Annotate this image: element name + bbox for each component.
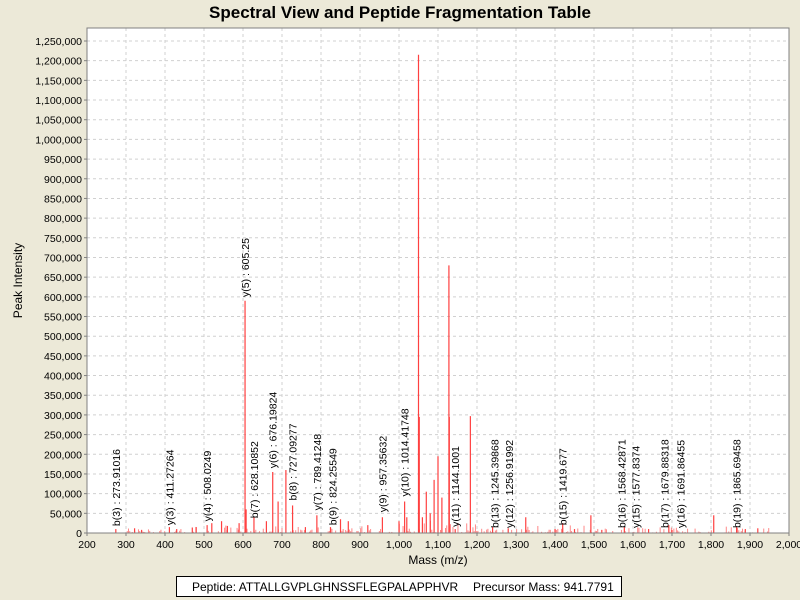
fragment-label: b(13) : 1245.39868 <box>490 439 502 528</box>
y-tick-label: 50,000 <box>50 508 82 520</box>
y-tick-label: 600,000 <box>44 292 82 304</box>
spectrum-chart: 0 50,000 100,000 150,000 200,000 250,000 300,0… <box>11 27 800 567</box>
y-tick-label: 650,000 <box>44 272 82 284</box>
y-tick-label: 350,000 <box>44 390 82 402</box>
fragment-label: y(11) : 1144.1001 <box>450 446 462 527</box>
fragment-label: y(6) : 676.19824 <box>268 392 280 469</box>
x-tick-label: 300 <box>117 539 135 551</box>
y-tick-label: 450,000 <box>44 351 82 363</box>
fragment-label: y(10) : 1014.41748 <box>400 408 412 496</box>
x-tick-label: 200 <box>78 539 96 551</box>
fragment-label: b(7) : 628.10852 <box>249 441 261 518</box>
fragment-label: y(4) : 508.0249 <box>202 451 214 522</box>
y-tick-label: 800,000 <box>44 213 82 225</box>
y-tick-label: 0 <box>76 528 82 540</box>
x-tick-label: 500 <box>195 539 213 551</box>
fragment-label: y(3) : 411.27264 <box>164 449 176 525</box>
x-tick-label: 1,900 <box>737 539 763 551</box>
y-tick-label: 1,150,000 <box>35 75 82 87</box>
peptide-info-box: Peptide: ATTALLGVPLGHNSSFLEGPALAPPHVR Pr… <box>176 576 622 597</box>
y-tick-label: 750,000 <box>44 233 82 245</box>
y-tick-label: 150,000 <box>44 469 82 481</box>
x-tick-label: 1,100 <box>425 539 451 551</box>
x-tick-label: 900 <box>351 539 369 551</box>
y-tick-label: 1,200,000 <box>35 56 82 68</box>
x-tick-label: 600 <box>234 539 252 551</box>
fragment-label: y(9) : 957.35632 <box>377 436 389 513</box>
y-tick-label: 550,000 <box>44 312 82 324</box>
y-tick-label: 1,050,000 <box>35 115 82 127</box>
y-tick-label: 850,000 <box>44 193 82 205</box>
peptide-label: Peptide: ATTALLGVPLGHNSSFLEGPALAPPHVR <box>192 580 459 594</box>
y-tick-label: 1,100,000 <box>35 95 82 107</box>
x-tick-label: 800 <box>312 539 330 551</box>
y-tick-label: 700,000 <box>44 252 82 264</box>
y-tick-label: 500,000 <box>44 331 82 343</box>
fragment-label: b(16) : 1568.42871 <box>616 439 628 528</box>
fragment-label: y(12) : 1256.91992 <box>504 440 516 528</box>
fragment-label: b(3) : 273.91016 <box>111 449 123 526</box>
y-tick-label: 950,000 <box>44 154 82 166</box>
y-axis-label: Peak Intensity <box>11 243 25 318</box>
chart-title: Spectral View and Peptide Fragmentation … <box>209 3 591 22</box>
y-tick-label: 300,000 <box>44 410 82 422</box>
x-tick-label: 1,800 <box>698 539 724 551</box>
x-tick-label: 1,000 <box>386 539 412 551</box>
x-tick-label: 1,600 <box>620 539 646 551</box>
x-tick-label: 1,200 <box>464 539 490 551</box>
fragment-label: b(15) : 1419.677 <box>558 448 570 525</box>
fragment-label: y(16) : 1691.86455 <box>676 440 688 528</box>
fragment-label: b(19) : 1865.69458 <box>732 439 744 528</box>
x-tick-label: 1,300 <box>503 539 529 551</box>
x-tick-label: 700 <box>273 539 291 551</box>
x-tick-label: 400 <box>156 539 174 551</box>
y-tick-label: 100,000 <box>44 489 82 501</box>
y-tick-label: 1,250,000 <box>35 36 82 48</box>
fragment-label: y(7) : 789.41248 <box>312 434 324 511</box>
fragment-label: b(9) : 824.25549 <box>327 448 339 525</box>
fragment-label: y(15) : 1577.8374 <box>631 446 643 528</box>
y-tick-label: 200,000 <box>44 449 82 461</box>
fragment-label: b(17) : 1679.88318 <box>660 439 672 528</box>
fragment-label: b(8) : 727.09277 <box>288 423 300 500</box>
plot-border <box>86 27 790 534</box>
y-tick-label: 900,000 <box>44 174 82 186</box>
y-tick-label: 1,000,000 <box>35 134 82 146</box>
y-tick-label: 400,000 <box>44 371 82 383</box>
x-tick-label: 1,500 <box>581 539 607 551</box>
x-tick-label: 2,000 <box>776 539 800 551</box>
x-tick-label: 1,700 <box>659 539 685 551</box>
x-axis-label: Mass (m/z) <box>408 553 467 567</box>
fragment-label: y(5) : 605.25 <box>240 238 252 297</box>
y-tick-label: 250,000 <box>44 430 82 442</box>
precursor-mass-label: Precursor Mass: 941.7791 <box>473 580 614 594</box>
x-tick-label: 1,400 <box>542 539 568 551</box>
